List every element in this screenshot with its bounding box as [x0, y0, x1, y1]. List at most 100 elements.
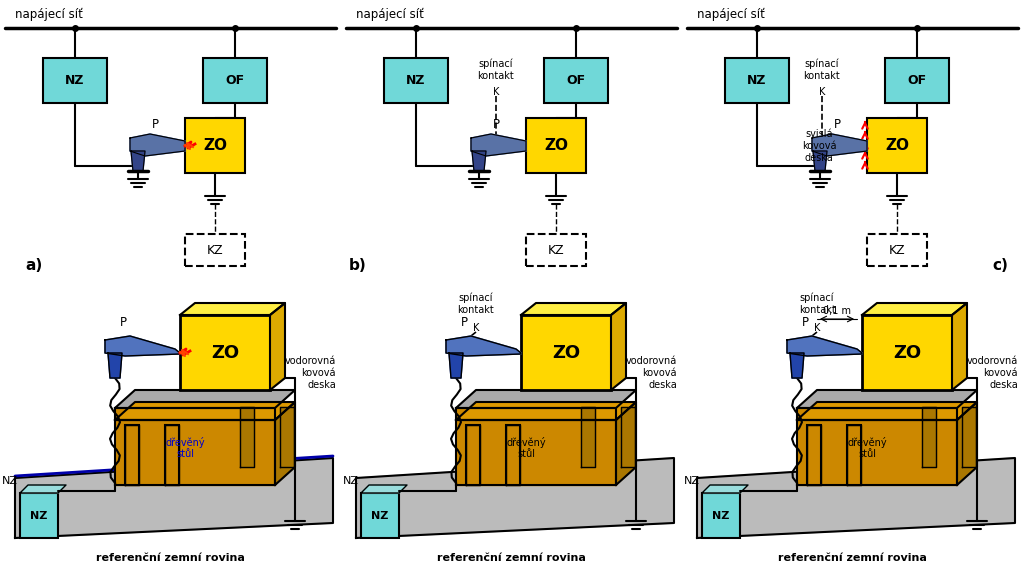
Bar: [165, 425, 179, 485]
Text: napájecí síť: napájecí síť: [15, 7, 83, 20]
Polygon shape: [361, 485, 407, 493]
Text: KZ: KZ: [889, 244, 905, 257]
Text: P: P: [152, 118, 159, 131]
Text: referenční zemní rovina: referenční zemní rovina: [436, 553, 586, 563]
Polygon shape: [812, 134, 867, 156]
Polygon shape: [15, 458, 333, 538]
Text: ZO: ZO: [893, 344, 921, 362]
Bar: [20, 493, 58, 538]
Bar: [867, 234, 927, 266]
Bar: [361, 493, 399, 538]
Polygon shape: [581, 407, 595, 467]
Text: referenční zemní rovina: referenční zemní rovina: [95, 553, 245, 563]
Bar: [867, 118, 927, 173]
Bar: [521, 315, 611, 390]
Text: NZ: NZ: [343, 476, 359, 486]
Bar: [466, 425, 480, 485]
Text: K: K: [814, 323, 820, 333]
Text: NZ: NZ: [31, 511, 48, 521]
Text: OF: OF: [566, 74, 586, 87]
Polygon shape: [115, 408, 275, 420]
Text: P: P: [834, 118, 841, 131]
Text: ZO: ZO: [885, 139, 909, 153]
Bar: [185, 234, 245, 266]
Text: ZO: ZO: [203, 139, 227, 153]
Polygon shape: [275, 402, 295, 485]
Text: vodorovná
kovová
deska: vodorovná kovová deska: [967, 356, 1018, 390]
Polygon shape: [456, 390, 636, 408]
Text: KZ: KZ: [207, 244, 223, 257]
Polygon shape: [787, 336, 862, 356]
Text: c): c): [992, 258, 1008, 274]
Polygon shape: [115, 390, 295, 408]
Polygon shape: [790, 353, 804, 378]
Bar: [384, 58, 449, 103]
Text: P: P: [802, 316, 809, 329]
Polygon shape: [812, 134, 867, 156]
Polygon shape: [813, 151, 827, 171]
Polygon shape: [130, 134, 185, 156]
Polygon shape: [115, 402, 295, 420]
Bar: [185, 118, 245, 173]
Text: dřevěný
stůl: dřevěný stůl: [506, 437, 546, 460]
Text: OF: OF: [225, 74, 245, 87]
Text: NZ: NZ: [748, 74, 767, 87]
Polygon shape: [797, 390, 977, 408]
Bar: [43, 58, 106, 103]
Polygon shape: [616, 402, 636, 485]
Bar: [506, 425, 520, 485]
Text: NZ: NZ: [66, 74, 85, 87]
Text: 0,1 m: 0,1 m: [823, 306, 851, 316]
Text: KZ: KZ: [548, 244, 564, 257]
Polygon shape: [105, 336, 180, 356]
Text: P: P: [461, 316, 468, 329]
Polygon shape: [471, 134, 526, 156]
Polygon shape: [20, 485, 66, 493]
Bar: [526, 234, 586, 266]
Text: spínací
kontakt: spínací kontakt: [799, 293, 836, 315]
Polygon shape: [446, 336, 521, 356]
Bar: [807, 425, 821, 485]
Polygon shape: [957, 402, 977, 485]
Text: NZ: NZ: [407, 74, 426, 87]
Text: napájecí síť: napájecí síť: [697, 7, 765, 20]
Text: K: K: [473, 323, 479, 333]
Bar: [544, 58, 608, 103]
Polygon shape: [456, 420, 616, 485]
Polygon shape: [472, 151, 486, 171]
Polygon shape: [862, 303, 967, 315]
Text: P: P: [493, 118, 500, 131]
Polygon shape: [240, 407, 254, 467]
Text: spínací
kontakt: spínací kontakt: [477, 59, 514, 81]
Polygon shape: [180, 303, 285, 315]
Polygon shape: [130, 134, 185, 156]
Bar: [125, 425, 139, 485]
Bar: [725, 58, 790, 103]
Text: K: K: [493, 87, 499, 97]
Text: NZ: NZ: [2, 476, 18, 486]
Polygon shape: [521, 303, 626, 315]
Polygon shape: [611, 303, 626, 390]
Polygon shape: [697, 458, 1015, 538]
Text: svislá
kovová
deska: svislá kovová deska: [802, 130, 837, 162]
Bar: [180, 315, 270, 390]
Polygon shape: [280, 407, 294, 467]
Bar: [862, 315, 952, 390]
Polygon shape: [105, 336, 180, 356]
Text: b): b): [349, 258, 367, 274]
Text: dřevěný
stůl: dřevěný stůl: [165, 437, 205, 460]
Polygon shape: [952, 303, 967, 390]
Text: dřevěný
stůl: dřevěný stůl: [847, 437, 887, 460]
Text: ZO: ZO: [211, 344, 239, 362]
Text: spínací
kontakt: spínací kontakt: [458, 293, 495, 315]
Polygon shape: [922, 407, 936, 467]
Polygon shape: [446, 336, 521, 356]
Polygon shape: [270, 303, 285, 390]
Text: NZ: NZ: [713, 511, 730, 521]
Polygon shape: [131, 151, 145, 171]
Text: P: P: [120, 316, 127, 329]
Text: OF: OF: [907, 74, 927, 87]
Text: referenční zemní rovina: referenční zemní rovina: [777, 553, 927, 563]
Polygon shape: [797, 420, 957, 485]
Polygon shape: [108, 353, 122, 378]
